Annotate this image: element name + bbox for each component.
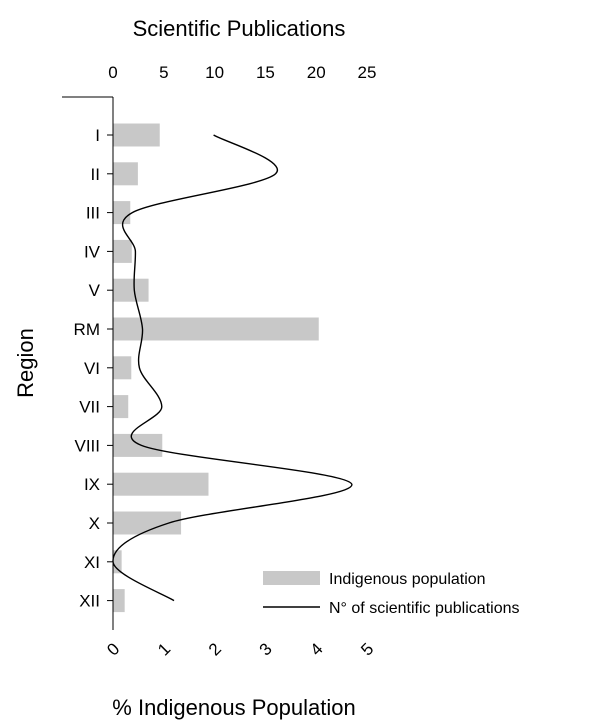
bar-iii xyxy=(113,201,131,225)
bottom-tick-label: 3 xyxy=(256,639,276,659)
region-label: VIII xyxy=(74,436,100,455)
legend: Indigenous population N° of scientific p… xyxy=(263,571,519,617)
top-axis-ticks: 0 5 10 15 20 25 xyxy=(108,63,376,82)
bottom-tick-label: 4 xyxy=(306,639,326,659)
region-label: RM xyxy=(74,320,100,339)
region-label: IV xyxy=(84,242,101,261)
top-tick-label: 5 xyxy=(159,63,168,82)
bar-v xyxy=(113,278,149,302)
bar-iv xyxy=(113,239,132,263)
publications-line xyxy=(112,134,353,602)
y-axis-label: Region xyxy=(13,328,38,398)
bar-ii xyxy=(113,162,138,186)
bar-x xyxy=(113,511,182,535)
bar-rm xyxy=(113,317,319,341)
region-label: XI xyxy=(84,553,100,572)
region-label: X xyxy=(89,514,100,533)
bottom-tick-label: 5 xyxy=(357,639,377,659)
chart-title: Scientific Publications xyxy=(133,16,346,41)
top-tick-label: 20 xyxy=(307,63,326,82)
top-tick-label: 25 xyxy=(358,63,377,82)
bar-viii xyxy=(113,433,163,457)
region-label: VI xyxy=(84,359,100,378)
legend-label-publications: N° of scientific publications xyxy=(329,600,519,617)
top-tick-label: 15 xyxy=(256,63,275,82)
x-axis-label: % Indigenous Population xyxy=(112,695,355,720)
bar-vii xyxy=(113,395,129,419)
region-label: XII xyxy=(79,592,100,611)
top-tick-label: 0 xyxy=(108,63,117,82)
bars-group xyxy=(113,123,319,613)
bottom-tick-label: 0 xyxy=(103,639,123,659)
region-label: II xyxy=(91,165,100,184)
bar-vi xyxy=(113,356,132,380)
region-label: VII xyxy=(79,398,100,417)
bottom-tick-label: 2 xyxy=(205,639,225,659)
region-label: I xyxy=(95,126,100,145)
legend-swatch-indigenous xyxy=(263,571,320,585)
region-label: III xyxy=(86,204,100,223)
bottom-axis-ticks: 0 1 2 3 4 5 xyxy=(103,639,377,659)
legend-label-indigenous: Indigenous population xyxy=(329,571,486,588)
bottom-tick-label: 1 xyxy=(154,639,174,659)
bar-xi xyxy=(113,550,122,574)
bar-i xyxy=(113,123,160,147)
region-label: IX xyxy=(84,475,100,494)
bar-xii xyxy=(113,589,125,613)
top-tick-label: 10 xyxy=(205,63,224,82)
region-label: V xyxy=(89,281,101,300)
bar-ix xyxy=(113,472,209,496)
